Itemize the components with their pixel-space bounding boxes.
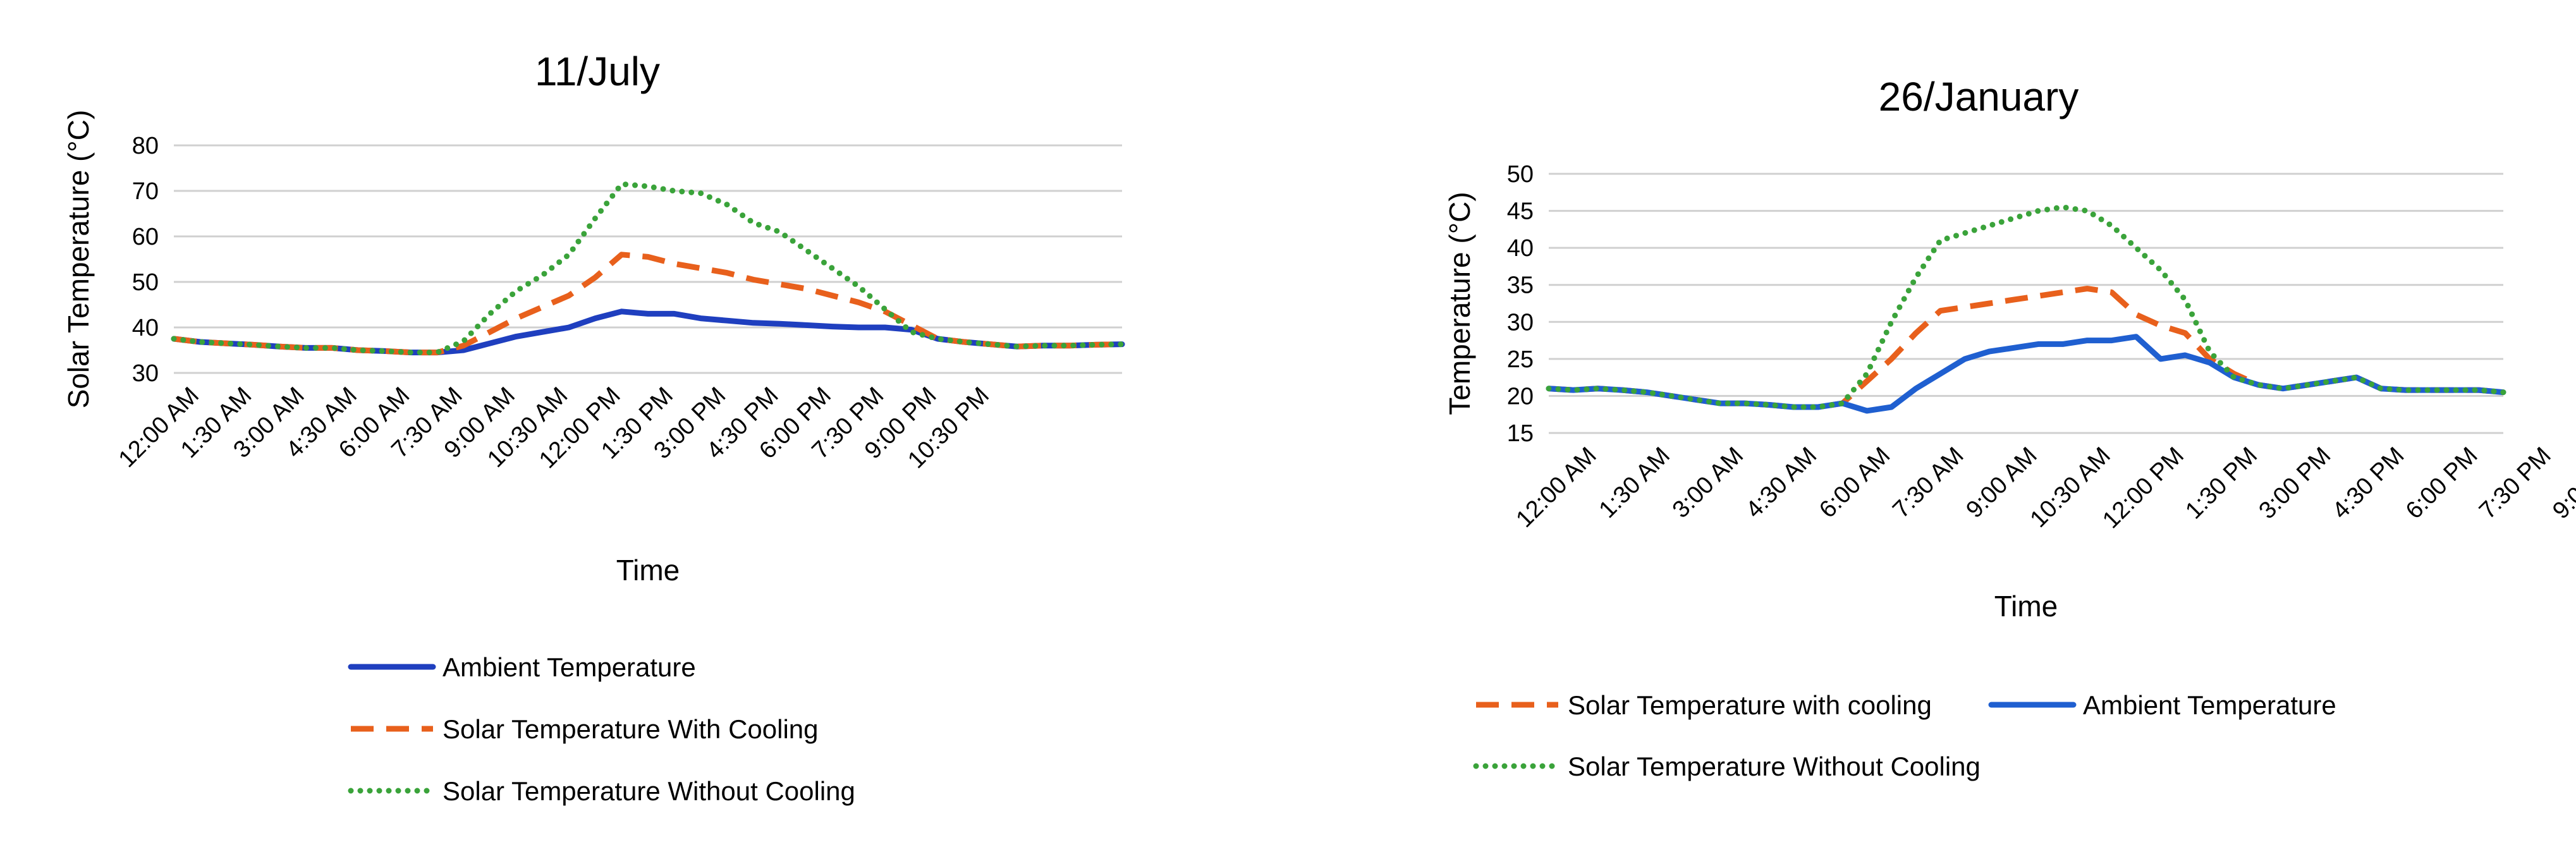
- x-axis-title: Time: [1994, 590, 2058, 623]
- series-line-3: [1546, 204, 2506, 410]
- legend-label: Solar Temperature Without Cooling: [1568, 752, 1981, 781]
- x-axis-title: Time: [616, 554, 680, 587]
- y-tick-label: 20: [1507, 383, 1534, 410]
- x-tick-label: 4:30 AM: [1741, 442, 1822, 523]
- y-tick-label: 45: [1507, 198, 1534, 225]
- y-axis-title: Solar Temperature (°C): [62, 110, 95, 409]
- y-tick-label: 15: [1507, 420, 1534, 447]
- y-tick-label: 35: [1507, 272, 1534, 299]
- y-tick-label: 25: [1507, 346, 1534, 373]
- x-tick-label: 7:30 AM: [1888, 442, 1969, 523]
- x-tick-label: 1:30 PM: [2180, 442, 2262, 525]
- x-tick-label: 1:30 AM: [1594, 442, 1675, 523]
- y-tick-label: 60: [132, 224, 159, 250]
- y-tick-label: 80: [132, 133, 159, 159]
- y-tick-label: 30: [132, 360, 159, 387]
- chart-title: 11/July: [535, 49, 660, 94]
- series-line-3: [171, 181, 1125, 356]
- chart-1: 11/July 30 40 50 60 70 80 Solar Temperature (°C…: [62, 49, 1125, 806]
- y-axis-title: Temperature (°C): [1443, 192, 1476, 415]
- x-tick-label: 6:00 AM: [1814, 442, 1895, 523]
- x-tick-label: 3:00 PM: [2254, 442, 2336, 525]
- x-tick-label: 6:00 PM: [2401, 442, 2483, 525]
- x-tick-label: 4:30 PM: [2328, 442, 2410, 525]
- y-tick-label: 50: [132, 269, 159, 296]
- series-line-2: [173, 252, 1123, 356]
- y-tick-label: 50: [1507, 161, 1534, 188]
- chart-2: 26/January 15 20 25 30 35 40 45 50 Temperature (°…: [1443, 74, 2576, 781]
- y-tick-label: 40: [1507, 235, 1534, 262]
- x-tick-label: 9:00 PM: [2548, 442, 2576, 525]
- x-tick-label: 12:00 PM: [2097, 442, 2189, 534]
- y-tick-label: 70: [132, 178, 159, 205]
- legend-label: Solar Temperature with cooling: [1568, 690, 1932, 720]
- x-tick-label: 12:00 AM: [1511, 442, 1602, 533]
- y-tick-label: 30: [1507, 309, 1534, 336]
- x-tick-label: 3:00 AM: [1668, 442, 1749, 523]
- legend-label: Solar Temperature Without Cooling: [443, 776, 855, 806]
- legend-label: Solar Temperature With Cooling: [443, 714, 819, 744]
- chart-title: 26/January: [1879, 74, 2079, 119]
- legend-label: Ambient Temperature: [2083, 690, 2336, 720]
- x-tick-label: 7:30 PM: [2474, 442, 2556, 525]
- legend-label: Ambient Temperature: [443, 652, 696, 682]
- y-tick-label: 40: [132, 315, 159, 341]
